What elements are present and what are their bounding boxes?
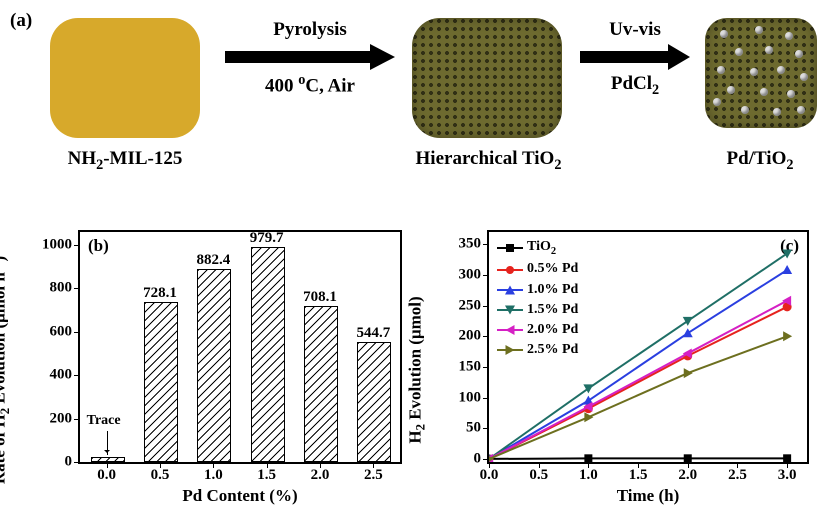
ytick-label: 200	[459, 328, 482, 345]
legend-label: TiO2	[527, 238, 556, 258]
arrow-pyrolysis-top: Pyrolysis	[210, 18, 410, 42]
arrow-pyrolysis-bottom: 400 oC, Air	[210, 72, 410, 98]
ytick-label: 0	[474, 450, 482, 467]
ytick-label: 400	[50, 367, 73, 384]
bar	[251, 247, 285, 462]
bar	[144, 302, 178, 462]
xtick-label: 0.0	[480, 467, 499, 484]
legend-label: 2.0% Pd	[527, 321, 578, 339]
arrow-pyrolysis: Pyrolysis 400 oC, Air	[210, 18, 410, 98]
legend-label: 0.5% Pd	[527, 260, 578, 278]
panel-b-xlabel: Pd Content (%)	[182, 486, 297, 506]
legend-item: 2.0% Pd	[497, 321, 578, 339]
bar-value-label: 728.1	[143, 285, 177, 302]
legend-item: TiO2	[497, 238, 578, 258]
bar-value-label: 882.4	[196, 252, 230, 269]
figure-root: (a) NH2-MIL-125 Pyrolysis 400 oC, Air Hi…	[0, 0, 827, 528]
panel-a: (a) NH2-MIL-125 Pyrolysis 400 oC, Air Hi…	[10, 10, 817, 200]
panel-c: H2 Evolution (μmol) (c) Time (h) TiO20.5…	[435, 222, 815, 517]
panel-b: Rate of H2 Evolution (μmol h-1) (b) Pd C…	[20, 222, 410, 517]
block-pdtio2	[705, 18, 817, 128]
ytick-label: 0	[65, 454, 73, 471]
panel-c-xlabel: Time (h)	[617, 486, 680, 506]
panel-c-legend: TiO2 0.5% Pd 1.0% Pd 1.5% Pd 2.0% Pd 2.5% Pd	[497, 238, 578, 361]
arrow-uvvis-bottom: PdCl2	[570, 72, 700, 100]
ytick-label: 350	[459, 236, 482, 253]
xtick-label: 0.0	[97, 467, 116, 484]
arrow-uvvis: Uv-vis PdCl2	[570, 18, 700, 99]
xtick-label: 2.5	[364, 467, 383, 484]
ytick-label: 150	[459, 358, 482, 375]
ytick-label: 250	[459, 297, 482, 314]
bar	[197, 269, 231, 462]
panel-b-inlabel: (b)	[88, 236, 109, 256]
xtick-label: 1.0	[204, 467, 223, 484]
block-pdtio2-caption: Pd/TiO2	[680, 148, 827, 174]
ytick-label: 200	[50, 410, 73, 427]
legend-item: 1.0% Pd	[497, 281, 578, 299]
xtick-label: 2.5	[728, 467, 747, 484]
ytick-label: 50	[466, 420, 481, 437]
panel-c-ylabel: H2 Evolution (μmol)	[405, 296, 428, 443]
panel-a-label: (a)	[10, 10, 32, 32]
ytick-label: 600	[50, 323, 73, 340]
ytick-label: 800	[50, 280, 73, 297]
legend-label: 1.5% Pd	[527, 301, 578, 319]
arrow-icon	[580, 44, 690, 70]
arrow-icon	[225, 44, 395, 70]
ytick-label: 100	[459, 389, 482, 406]
xtick-label: 1.0	[579, 467, 598, 484]
xtick-label: 1.5	[257, 467, 276, 484]
block-tio2	[412, 18, 562, 138]
legend-item: 1.5% Pd	[497, 301, 578, 319]
block-tio2-caption: Hierarchical TiO2	[406, 148, 571, 174]
ytick-label: 1000	[42, 237, 72, 254]
block-mof-caption: NH2-MIL-125	[45, 148, 205, 174]
bar	[357, 342, 391, 462]
xtick-label: 0.5	[529, 467, 548, 484]
block-mof	[50, 18, 200, 138]
legend-item: 2.5% Pd	[497, 341, 578, 359]
trace-annotation: Trace	[87, 413, 121, 429]
arrow-uvvis-top: Uv-vis	[570, 18, 700, 42]
xtick-label: 3.0	[778, 467, 797, 484]
pores-pattern	[412, 18, 562, 138]
xtick-label: 2.0	[678, 467, 697, 484]
bar-value-label: 979.7	[250, 230, 284, 247]
xtick-label: 0.5	[151, 467, 170, 484]
xtick-label: 1.5	[629, 467, 648, 484]
bar	[304, 306, 338, 462]
bar-value-label: 544.7	[356, 325, 390, 342]
ytick-label: 300	[459, 266, 482, 283]
bar-value-label: 708.1	[303, 289, 337, 306]
xtick-label: 2.0	[311, 467, 330, 484]
panel-b-ylabel: Rate of H2 Evolution (μmol h-1)	[0, 255, 13, 483]
panel-b-plot-area: (b) Pd Content (%) 020040060080010000.0T…	[78, 230, 402, 464]
bar	[91, 457, 125, 462]
pd-dots	[705, 18, 817, 128]
panel-c-plot-area: (c) Time (h) TiO20.5% Pd1.0% Pd1.5% Pd2.…	[487, 230, 809, 464]
legend-item: 0.5% Pd	[497, 260, 578, 278]
legend-label: 1.0% Pd	[527, 281, 578, 299]
legend-label: 2.5% Pd	[527, 341, 578, 359]
